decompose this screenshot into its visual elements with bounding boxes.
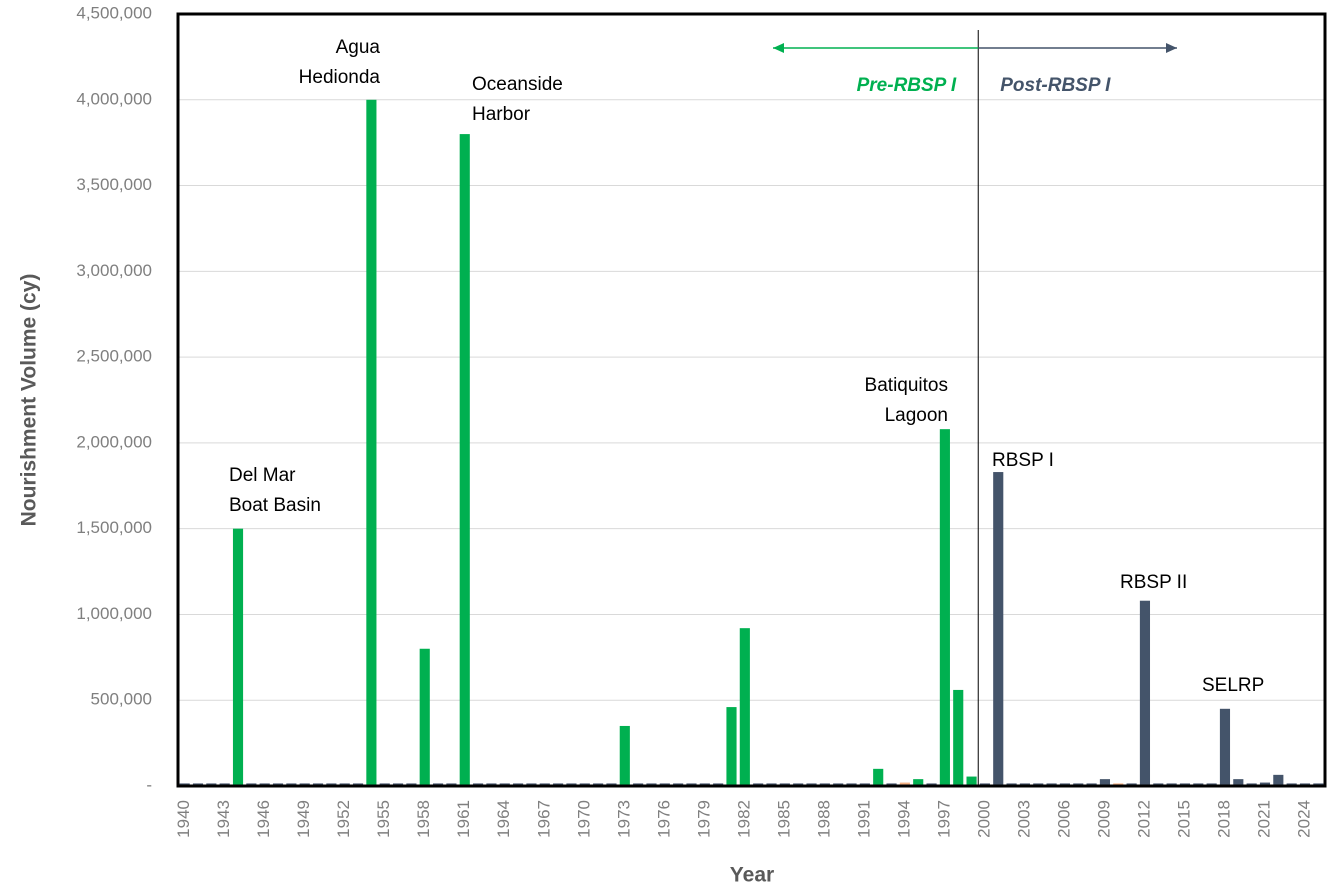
post-arrow-head: [1166, 43, 1177, 53]
x-tick-label: 1946: [254, 800, 273, 838]
bar: [739, 628, 750, 786]
x-tick-label: 1961: [454, 800, 473, 838]
period-label: Pre-RBSP I: [857, 75, 957, 96]
x-tick-label: 1970: [574, 800, 593, 838]
x-tick-label: 1997: [934, 800, 953, 838]
pre-arrow-head: [773, 43, 784, 53]
x-tick-label: 1988: [814, 800, 833, 838]
x-tick-label: 2000: [974, 800, 993, 838]
bar: [1139, 600, 1151, 786]
bar: [899, 782, 910, 786]
x-tick-label: 1982: [734, 800, 753, 838]
bar: [1219, 708, 1231, 786]
x-tick-label: 1952: [334, 800, 353, 838]
y-tick-label: 3,000,000: [76, 261, 152, 280]
x-tick-label: 1940: [174, 800, 193, 838]
y-tick-label: 1,000,000: [76, 604, 152, 623]
annotation: RBSP I: [992, 450, 1054, 471]
bar: [726, 707, 737, 786]
annotation: SELRP: [1202, 675, 1264, 696]
bar: [966, 776, 977, 786]
x-tick-label: 1985: [774, 800, 793, 838]
x-tick-label: 2021: [1254, 800, 1273, 838]
annotation: Oceanside: [472, 74, 563, 95]
bar: [419, 648, 430, 786]
bar: [993, 472, 1004, 786]
x-tick-label: 2006: [1054, 800, 1073, 838]
y-tick-label: -: [146, 775, 152, 794]
x-tick-label: 1979: [694, 800, 713, 838]
x-tick-label: 2018: [1214, 800, 1233, 838]
y-tick-label: 2,500,000: [76, 347, 152, 366]
plot-frame: [176, 12, 1327, 788]
y-tick-label: 4,000,000: [76, 89, 152, 108]
x-tick-label: 1973: [614, 800, 633, 838]
annotation: Agua: [336, 37, 381, 58]
x-tick-label: 2012: [1134, 800, 1153, 838]
bar: [953, 689, 964, 786]
x-tick-label: 1943: [214, 800, 233, 838]
x-tick-label: 1955: [374, 800, 393, 838]
bar: [939, 429, 950, 786]
bar: [1099, 779, 1111, 786]
bar: [873, 768, 884, 786]
bar: [232, 528, 244, 786]
x-tick-label: 2003: [1014, 800, 1033, 838]
x-axis-label: Year: [730, 864, 774, 887]
x-tick-label: 1964: [494, 800, 513, 838]
annotation: Harbor: [472, 104, 531, 125]
y-tick-label: 2,000,000: [76, 432, 152, 451]
y-tick-label: 500,000: [91, 690, 152, 709]
x-tick-label: 1976: [654, 800, 673, 838]
annotation: RBSP II: [1120, 572, 1187, 593]
x-tick-label: 2015: [1174, 800, 1193, 838]
annotation: Del Mar: [229, 465, 296, 486]
y-tick-label: 3,500,000: [76, 175, 152, 194]
bar: [913, 779, 924, 786]
bar: [459, 134, 470, 787]
x-tick-label: 2009: [1094, 800, 1113, 838]
x-tick-label: 1958: [414, 800, 433, 838]
x-tick-label: 1991: [854, 800, 873, 838]
bar: [1233, 779, 1244, 786]
annotation: Lagoon: [885, 405, 948, 426]
x-tick-label: 1967: [534, 800, 553, 838]
bar: [619, 725, 630, 786]
annotation: Batiquitos: [865, 375, 948, 396]
bar: [366, 99, 377, 787]
x-tick-label: 1994: [894, 800, 913, 838]
period-label: Post-RBSP I: [1000, 75, 1111, 96]
y-tick-label: 1,500,000: [76, 518, 152, 537]
x-tick-label: 1949: [294, 800, 313, 838]
y-axis-label: Nourishment Volume (cy): [18, 274, 41, 527]
x-tick-label: 2024: [1294, 800, 1313, 838]
annotation: Hedionda: [299, 67, 381, 88]
bar: [1273, 774, 1284, 786]
annotation: Boat Basin: [229, 495, 321, 516]
bar: [1259, 782, 1271, 786]
y-tick-label: 4,500,000: [76, 3, 152, 22]
